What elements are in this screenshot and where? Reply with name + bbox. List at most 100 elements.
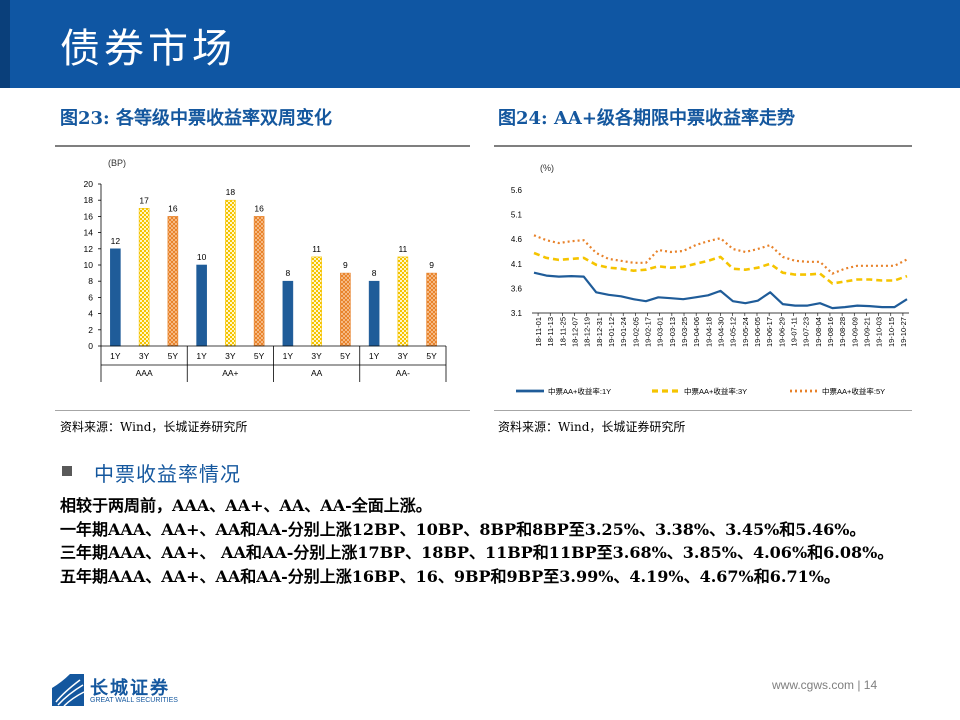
y-tick-label: 4 [88, 309, 93, 319]
company-logo-subtitle: GREAT WALL SECURITIES [90, 697, 178, 704]
x-category-label: 5Y [340, 351, 351, 361]
bar [196, 264, 207, 347]
bar-value-label: 9 [343, 260, 348, 270]
legend-label: 中票AA+收益率:5Y [822, 386, 885, 396]
x-group-label: AA+ [222, 368, 238, 378]
bar-value-label: 11 [312, 244, 321, 254]
y-tick-label: 20 [84, 179, 94, 189]
x-tick-label: 19-05-24 [741, 317, 750, 347]
x-tick-label: 19-02-05 [631, 317, 640, 347]
y-tick-label: 18 [84, 195, 94, 205]
y-tick-label: 10 [84, 260, 94, 270]
bar-value-label: 9 [429, 260, 434, 270]
fig24-unit-label: (%) [540, 163, 554, 173]
y-tick-label: 4.1 [511, 260, 523, 269]
fig24-lines [533, 234, 908, 310]
fig24-y-axis: 3.1 3.6 4.1 4.6 5.1 5.6 [511, 186, 523, 318]
company-logo-text: 长城证券 [90, 678, 170, 699]
body-paragraph-2: 一年期AAA、AA+、AA和AA-分别上涨12BP、10BP、8BP和8BP至3… [60, 519, 866, 539]
y-tick-label: 3.6 [511, 284, 523, 293]
x-tick-label: 19-09-21 [862, 317, 871, 347]
bar [167, 216, 179, 347]
x-tick-label: 19-03-25 [680, 317, 689, 347]
bar [138, 207, 150, 347]
x-tick-label: 19-06-05 [753, 317, 762, 347]
x-tick-label: 19-01-24 [619, 317, 628, 347]
bar-value-label: 12 [111, 236, 121, 246]
bar [282, 280, 294, 347]
bar-value-label: 16 [254, 203, 264, 213]
fig23-x-axis: 1Y 3Y 5Y AAA 1Y 3Y 5Y AA+ 1Y 3Y 5Y AA 1Y 3Y 5Y AA- [100, 345, 447, 382]
fig23-top-rule [55, 145, 470, 147]
y-tick-label: 5.6 [511, 186, 523, 195]
bar-value-label: 11 [398, 244, 407, 254]
fig24-x-axis: 18-11-01 18-11-13 18-11-25 18-12-07 18-12-19… [532, 312, 909, 347]
x-tick-label: 18-12-19 [583, 317, 592, 347]
x-tick-label: 19-03-01 [656, 317, 665, 347]
y-tick-label: 0 [88, 341, 93, 351]
x-tick-label: 19-10-15 [887, 317, 896, 347]
y-tick-label: 8 [88, 276, 93, 286]
series-line [533, 271, 908, 310]
y-tick-label: 5.1 [511, 211, 523, 220]
body-paragraph-1: 相较于两周前，AAA、AA+、AA、AA-全面上涨。 [60, 496, 432, 515]
bar-value-label: 18 [226, 187, 236, 197]
fig24-title: 图24: AA+级各期限中票收益率走势 [498, 108, 795, 129]
bar-value-label: 10 [197, 252, 207, 262]
x-tick-label: 19-02-17 [644, 317, 653, 347]
x-tick-label: 19-07-23 [802, 317, 811, 347]
y-tick-label: 4.6 [511, 235, 523, 244]
x-category-label: 1Y [110, 351, 121, 361]
x-tick-label: 18-12-07 [571, 317, 580, 347]
x-group-label: AA [311, 368, 323, 378]
bar [340, 272, 351, 347]
fig24-top-rule [494, 145, 912, 147]
x-category-label: 1Y [196, 351, 207, 361]
x-category-label: 5Y [426, 351, 437, 361]
x-category-label: 5Y [168, 351, 179, 361]
bar-value-label: 8 [372, 268, 377, 278]
series-line [533, 251, 908, 285]
section-bullet [62, 466, 72, 476]
x-tick-label: 18-11-25 [558, 317, 567, 346]
bar-value-label: 16 [168, 203, 178, 213]
fig23-bottom-rule [55, 410, 470, 411]
x-tick-label: 19-04-06 [692, 317, 701, 347]
header-accent-strip [0, 0, 10, 88]
fig24-bottom-rule [494, 410, 912, 411]
x-tick-label: 19-08-28 [838, 317, 847, 347]
x-tick-label: 19-04-30 [717, 317, 726, 347]
bar [397, 256, 409, 347]
x-tick-label: 19-06-17 [765, 317, 774, 347]
legend-label: 中票AA+收益率:3Y [684, 386, 747, 396]
bar [225, 199, 236, 347]
body-text: 相较于两周前，AAA、AA+、AA、AA-全面上涨。 一年期AAA、AA+、AA… [60, 494, 920, 588]
bar-value-label: 17 [139, 195, 149, 205]
y-tick-label: 14 [84, 228, 94, 238]
x-category-label: 3Y [311, 351, 322, 361]
x-category-label: 3Y [139, 351, 150, 361]
x-group-label: AAA [136, 368, 153, 378]
bar-value-label: 8 [286, 268, 291, 278]
x-tick-label: 19-05-12 [729, 317, 738, 347]
footer-url-page: www.cgws.com | 14 [772, 678, 878, 692]
bar [253, 216, 265, 347]
fig23-source: 资料来源：Wind，长城证券研究所 [60, 420, 248, 434]
x-tick-label: 19-07-11 [789, 317, 798, 346]
x-tick-label: 19-10-27 [899, 317, 908, 347]
company-logo-icon [50, 672, 86, 708]
y-tick-label: 6 [88, 292, 93, 302]
x-tick-label: 18-11-01 [534, 317, 543, 346]
x-tick-label: 19-10-03 [875, 317, 884, 347]
y-tick-label: 3.1 [511, 309, 523, 318]
fig23-bar-chart: (BP) 0 2 4 6 8 10 12 14 16 18 20 12 17 16 10 18 16 8 11 9 8… [84, 158, 447, 382]
y-tick-label: 16 [84, 211, 94, 221]
y-tick-label: 2 [88, 325, 93, 335]
x-category-label: 3Y [398, 351, 409, 361]
x-category-label: 5Y [254, 351, 265, 361]
fig23-y-axis: 0 2 4 6 8 10 12 14 16 18 20 [84, 179, 102, 351]
x-tick-label: 18-11-13 [546, 317, 555, 346]
legend-label: 中票AA+收益率:1Y [548, 386, 611, 396]
x-category-label: 3Y [225, 351, 236, 361]
x-tick-label: 19-08-04 [814, 317, 823, 347]
